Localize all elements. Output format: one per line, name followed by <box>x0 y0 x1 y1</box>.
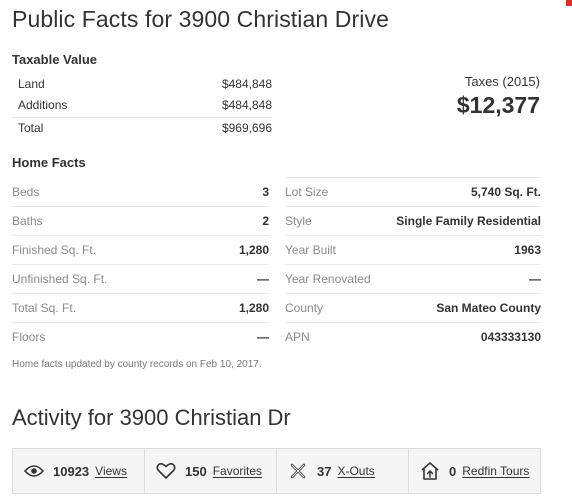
tax-row-total: Total $969,696 <box>12 117 272 138</box>
fact-label: Unfinished Sq. Ft. <box>12 272 108 286</box>
taxable-value-heading: Taxable Value <box>12 52 98 67</box>
tax-row-label: Additions <box>18 98 68 112</box>
tax-row-label: Total <box>18 121 44 135</box>
home-facts-right-column: Lot Size 5,740 Sq. Ft. Style Single Family… <box>285 177 541 351</box>
fact-value: — <box>257 272 269 286</box>
activity-title: Activity for 3900 Christian Dr <box>12 405 291 430</box>
fact-value: 1,280 <box>238 243 269 257</box>
fact-label: APN <box>285 330 310 344</box>
favorites-link[interactable]: Favorites <box>212 464 263 478</box>
fact-row: Finished Sq. Ft. 1,280 <box>12 235 269 264</box>
stat-favorites: 150 Favorites <box>144 449 276 493</box>
fact-row: Unfinished Sq. Ft. — <box>12 264 269 293</box>
x-out-icon <box>287 460 309 482</box>
tours-count: 0 <box>449 463 457 479</box>
taxes-label: Taxes (2015) <box>464 74 540 89</box>
page-title: Public Facts for 3900 Christian Drive <box>12 6 389 32</box>
fact-value: — <box>257 330 269 344</box>
accent-bar <box>566 0 572 6</box>
heart-icon <box>155 460 177 482</box>
fact-label: Baths <box>12 214 43 228</box>
stat-x-outs: 37 X-Outs <box>276 449 408 493</box>
fact-label: Year Renovated <box>285 272 371 286</box>
home-tour-icon <box>419 460 441 482</box>
fact-label: Style <box>285 214 312 228</box>
fact-label: Finished Sq. Ft. <box>12 243 97 257</box>
fact-row: Total Sq. Ft. 1,280 <box>12 293 269 322</box>
home-facts-heading: Home Facts <box>12 155 86 170</box>
fact-value: 5,740 Sq. Ft. <box>470 185 541 199</box>
tax-row-value: $484,848 <box>221 77 272 91</box>
fact-value: 1963 <box>514 243 541 257</box>
taxes-summary: Taxes (2015) $12,377 <box>457 74 540 119</box>
fact-value: 1,280 <box>238 301 269 315</box>
home-facts-left-column: Beds 3 Baths 2 Finished Sq. Ft. 1,280 Unfin… <box>12 177 269 351</box>
fact-value: Single Family Residential <box>396 214 541 228</box>
x-outs-link[interactable]: X-Outs <box>337 464 375 478</box>
taxes-value: $12,377 <box>456 92 540 118</box>
fact-value: 043333130 <box>480 330 541 344</box>
tax-row-land: Land $484,848 <box>12 74 272 95</box>
fact-row: County San Mateo County <box>285 293 541 322</box>
fact-row: Floors — <box>12 322 269 351</box>
tax-row-label: Land <box>18 77 45 91</box>
home-facts-note: Home facts updated by county records on … <box>12 359 262 370</box>
taxable-value-table: Land $484,848 Additions $484,848 Total $… <box>12 74 272 138</box>
fact-label: Lot Size <box>285 185 329 199</box>
fact-value: — <box>529 272 541 286</box>
fact-row: Year Renovated — <box>285 264 541 293</box>
fact-value: 3 <box>262 184 269 199</box>
stat-views: 10923 Views <box>13 449 144 493</box>
fact-label: Year Built <box>285 243 336 257</box>
tours-link[interactable]: Redfin Tours <box>462 464 530 478</box>
favorites-count: 150 <box>185 463 207 479</box>
tax-row-value: $969,696 <box>221 121 272 135</box>
stat-redfin-tours: 0 Redfin Tours <box>408 449 540 493</box>
fact-label: County <box>285 301 324 315</box>
fact-value: San Mateo County <box>436 301 541 315</box>
fact-row: Lot Size 5,740 Sq. Ft. <box>285 177 541 206</box>
tax-row-additions: Additions $484,848 <box>12 95 272 116</box>
fact-label: Floors <box>12 330 46 344</box>
fact-row: Year Built 1963 <box>285 235 541 264</box>
fact-row: Baths 2 <box>12 206 269 235</box>
fact-value: 2 <box>262 214 269 228</box>
activity-stats-bar: 10923 Views 150 Favorites 37 X-Outs 0 Re… <box>12 448 541 494</box>
fact-row: Style Single Family Residential <box>285 206 541 235</box>
fact-row: Beds 3 <box>12 177 269 206</box>
views-count: 10923 <box>53 463 90 479</box>
fact-label: Total Sq. Ft. <box>12 301 77 315</box>
fact-label: Beds <box>12 184 40 199</box>
views-link[interactable]: Views <box>95 464 127 478</box>
x-outs-count: 37 <box>317 463 332 479</box>
eye-icon <box>23 460 45 482</box>
fact-row: APN 043333130 <box>285 322 541 351</box>
tax-row-value: $484,848 <box>221 98 272 112</box>
